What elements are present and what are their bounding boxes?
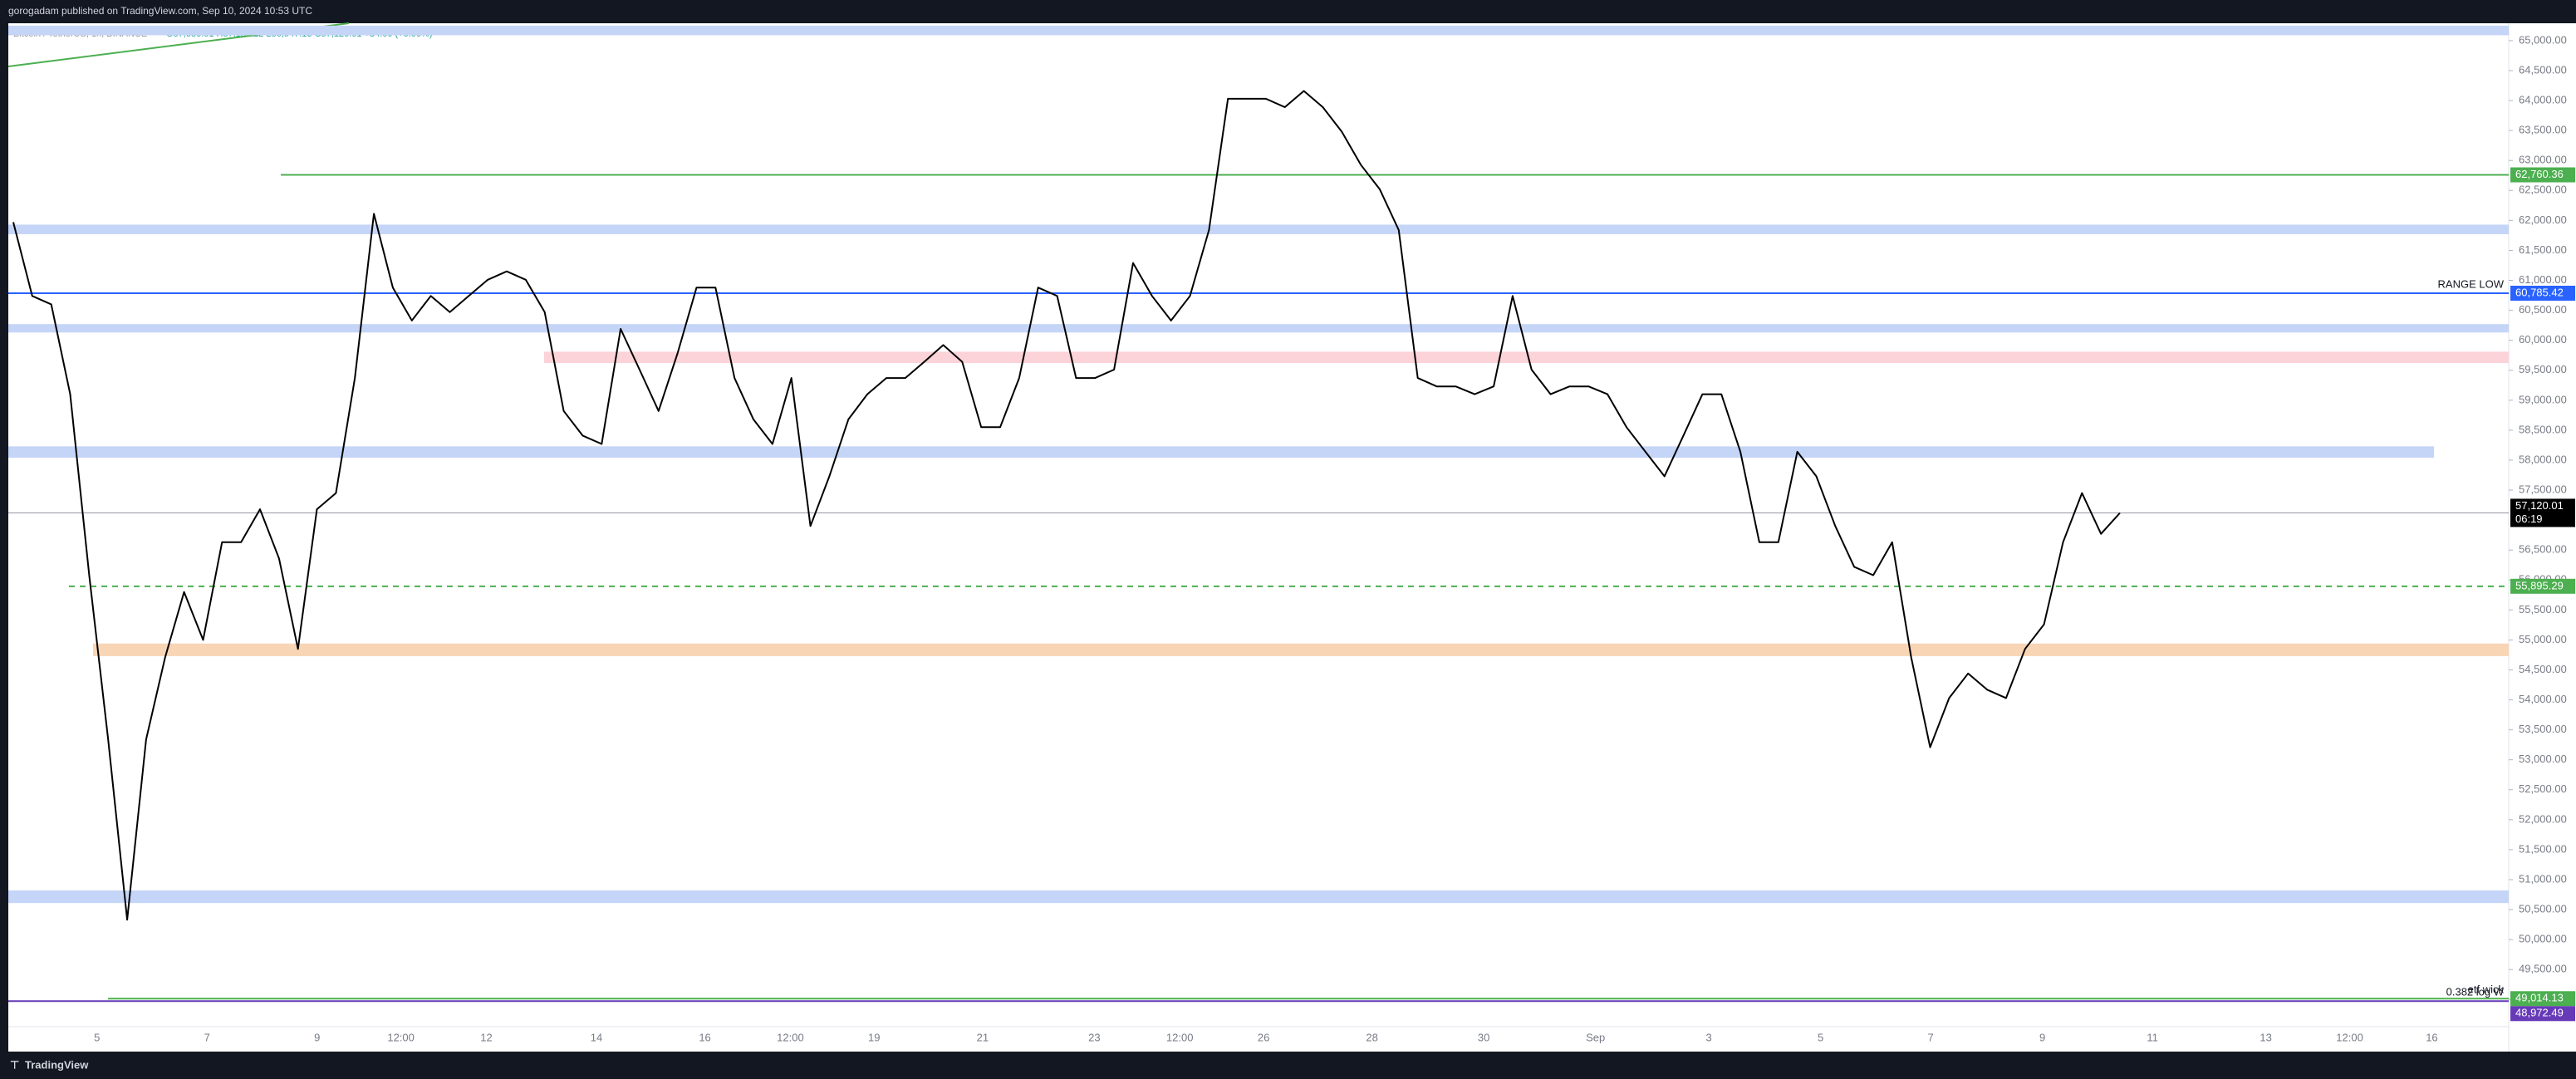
- level-label: 62,760.36: [2515, 168, 2564, 180]
- y-tick-label: 63,500.00: [2519, 124, 2567, 136]
- x-tick-label: 5: [94, 1031, 100, 1043]
- y-tick-label: 58,000.00: [2519, 453, 2567, 465]
- x-tick-label: Sep: [1586, 1031, 1605, 1043]
- x-tick-label: 13: [2260, 1031, 2271, 1043]
- y-tick-label: 50,500.00: [2519, 903, 2567, 915]
- x-tick-label: 12:00: [777, 1031, 804, 1043]
- x-tick-label: 21: [977, 1031, 989, 1043]
- last-price-label: 57,120.01: [2515, 499, 2564, 512]
- level-note: 0.382 log W: [2446, 986, 2505, 998]
- x-tick-label: 12:00: [387, 1031, 415, 1043]
- y-tick-label: 51,000.00: [2519, 872, 2567, 885]
- price: [12, 90, 2121, 921]
- y-tick-label: 53,500.00: [2519, 723, 2567, 735]
- x-tick-label: 12: [480, 1031, 492, 1043]
- last-price-box: [2510, 498, 2575, 527]
- y-tick-label: 58,500.00: [2519, 423, 2567, 435]
- x-tick-label: 7: [204, 1031, 210, 1043]
- countdown: 06:19: [2515, 513, 2543, 525]
- x-tick-label: 5: [1818, 1031, 1823, 1043]
- publisher: gorogadam published on TradingView.com, …: [8, 5, 312, 17]
- level-label: 55,895.29: [2515, 579, 2564, 591]
- y-tick-label: 60,000.00: [2519, 333, 2567, 346]
- level-label-box: [2510, 167, 2575, 183]
- y-tick-label: 59,500.00: [2519, 363, 2567, 375]
- x-tick-label: 26: [1258, 1031, 1269, 1043]
- level-label-box: [2510, 286, 2575, 302]
- y-tick-label: 63,000.00: [2519, 154, 2567, 166]
- x-tick-label: 11: [2147, 1031, 2158, 1043]
- level-label: 48,972.49: [2515, 1007, 2564, 1019]
- y-tick-label: 61,500.00: [2519, 243, 2567, 256]
- price-axis: 49,000.0049,500.0050,000.0050,500.0051,0…: [2509, 33, 2575, 1022]
- x-tick-label: 12:00: [1166, 1031, 1194, 1043]
- brand-logo: ⊤: [10, 1058, 19, 1071]
- bottom-bar: [0, 1052, 2576, 1079]
- y-tick-label: 54,500.00: [2519, 663, 2567, 675]
- level-label-box: [2510, 1006, 2575, 1022]
- price-line: [12, 90, 2121, 921]
- y-tick-label: 51,500.00: [2519, 842, 2567, 855]
- x-tick-label: 14: [591, 1031, 602, 1043]
- level-label: 49,014.13: [2515, 992, 2564, 1004]
- x-tick-label: 12:00: [2336, 1031, 2363, 1043]
- level-label-box: [2510, 578, 2575, 594]
- y-tick-label: 56,500.00: [2519, 543, 2567, 556]
- y-tick-label: 59,000.00: [2519, 393, 2567, 405]
- zone: [8, 324, 2509, 333]
- y-tick-label: 61,000.00: [2519, 273, 2567, 286]
- y-tick-label: 49,500.00: [2519, 963, 2567, 975]
- level-note: etf wick: [2468, 983, 2505, 996]
- y-tick-label: 62,500.00: [2519, 184, 2567, 196]
- x-tick-label: 23: [1088, 1031, 1100, 1043]
- level-note: RANGE LOW: [2438, 277, 2505, 290]
- x-tick-label: 16: [699, 1031, 710, 1043]
- y-tick-label: 60,500.00: [2519, 303, 2567, 316]
- level-label: 60,785.42: [2515, 286, 2564, 298]
- left-edge: [0, 0, 8, 1079]
- x-tick-label: 28: [1366, 1031, 1377, 1043]
- x-tick-label: 30: [1478, 1031, 1489, 1043]
- zones: [8, 25, 2509, 904]
- x-tick-label: 7: [1928, 1031, 1934, 1043]
- y-tick-label: 57,500.00: [2519, 483, 2567, 495]
- level-label-box: [2510, 991, 2575, 1007]
- y-tick-label: 62,000.00: [2519, 213, 2567, 226]
- y-tick-label: 53,000.00: [2519, 753, 2567, 765]
- y-tick-label: 54,000.00: [2519, 693, 2567, 705]
- y-tick-label: 64,500.00: [2519, 63, 2567, 76]
- x-tick-label: 19: [868, 1031, 880, 1043]
- zone: [8, 890, 2509, 904]
- x-tick-label: 9: [2039, 1031, 2045, 1043]
- zone: [8, 446, 2434, 459]
- y-tick-label: 55,500.00: [2519, 603, 2567, 616]
- x-tick-label: 3: [1706, 1031, 1712, 1043]
- brand: TradingView: [25, 1058, 89, 1071]
- y-tick-label: 55,000.00: [2519, 633, 2567, 645]
- x-tick-label: 9: [314, 1031, 320, 1043]
- y-tick-label: 64,000.00: [2519, 94, 2567, 106]
- zone: [93, 643, 2509, 656]
- y-tick-label: 65,000.00: [2519, 33, 2567, 46]
- y-tick-label: 52,000.00: [2519, 812, 2567, 825]
- zone: [544, 351, 2509, 364]
- top-bar: [0, 0, 2576, 23]
- zone: [8, 224, 2509, 234]
- y-tick-label: 50,000.00: [2519, 933, 2567, 945]
- zone: [8, 25, 2509, 36]
- y-tick-label: 52,500.00: [2519, 782, 2567, 795]
- x-tick-label: 16: [2426, 1031, 2437, 1043]
